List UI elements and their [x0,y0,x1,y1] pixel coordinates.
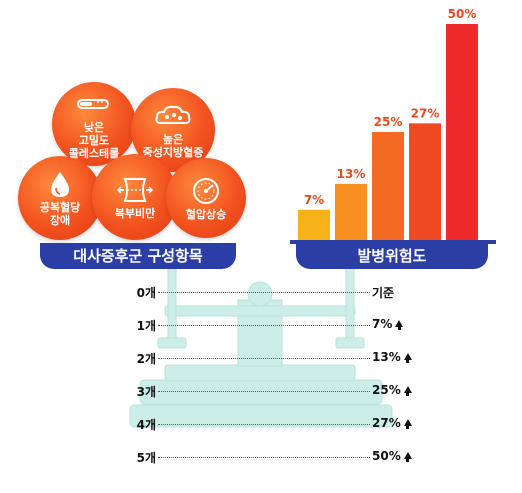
row-risk: 13% [372,350,412,364]
row-leader-line [158,358,370,359]
row-risk: 50% [372,449,412,463]
up-arrow-icon [403,451,412,462]
row-leader-line [158,325,370,326]
row-leader-line [158,457,370,458]
row-risk-value: 25% [372,383,401,397]
item-abdominal-obesity: 복부비만 [92,154,178,240]
up-arrow-icon [395,319,404,330]
item-label: 높은 중성지방혈증 [142,133,204,159]
risk-bar [335,183,367,240]
row-leader-line [158,292,370,293]
chart-baseline [290,240,496,244]
test-tube-icon [77,98,109,109]
row-risk-value: 27% [372,416,401,430]
up-arrow-icon [403,418,412,429]
item-label: 복부비만 [114,206,156,220]
cloud-fat-icon [155,105,191,124]
item-label: 공복혈당 장애 [39,201,81,227]
item-low-hdl: 낮은 고밀도 콜레스테롤 [52,82,136,166]
right-panel-title: 발병위험도 [296,243,488,269]
item-label: 낮은 고밀도 콜레스테롤 [68,120,120,160]
row-risk: 7% [372,317,404,331]
row-count: 3개 [136,385,156,399]
row-count: 1개 [136,319,156,333]
risk-bar-label: 7% [304,193,324,207]
row-count: 0개 [136,286,156,300]
up-arrow-icon [403,352,412,363]
row-risk-value: 7% [372,317,393,331]
up-arrow-icon [403,385,412,396]
risk-bar-label: 27% [411,106,440,120]
risk-bar-label: 13% [337,167,366,181]
item-label: 혈압상승 [185,207,227,221]
row-risk-value: 50% [372,449,401,463]
row-risk-value: 13% [372,350,401,364]
row-risk: 25% [372,383,412,397]
risk-bar [446,24,478,240]
row-count: 4개 [136,418,156,432]
row-risk-value: 기준 [372,286,395,300]
row-leader-line [158,424,370,425]
row-risk: 기준 [372,284,394,301]
risk-bar [372,132,404,240]
row-count: 2개 [136,352,156,366]
risk-bar [298,209,330,240]
risk-bar [409,123,441,240]
item-blood-pressure: 혈압상승 [166,158,246,238]
row-risk: 27% [372,416,412,430]
gauge-icon [193,177,219,204]
row-count: 5개 [136,451,156,465]
left-panel-title: 대사증후군 구성항목 [40,243,236,269]
row-leader-line [158,391,370,392]
item-fasting-glucose: 공복혈당 장애 [18,156,102,240]
blood-drop-icon [51,172,69,197]
risk-bar-label: 50% [448,7,477,21]
risk-bar-label: 25% [374,115,403,129]
waist-icon [116,177,154,202]
